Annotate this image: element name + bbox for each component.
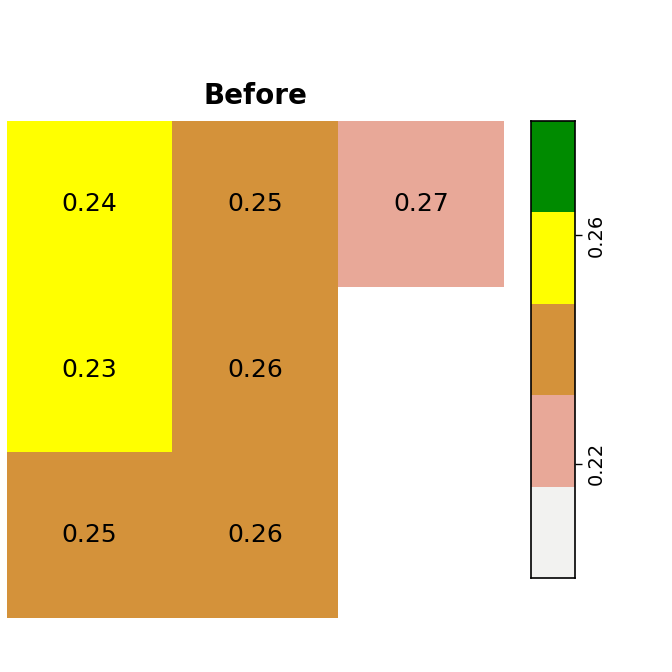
Bar bbox=[7, 121, 173, 287]
Text: 0.24: 0.24 bbox=[62, 192, 118, 216]
Text: 0.25: 0.25 bbox=[62, 523, 118, 548]
Bar bbox=[173, 452, 338, 618]
Bar bbox=[173, 121, 338, 287]
Bar bbox=[531, 212, 575, 304]
Bar bbox=[531, 487, 575, 578]
Bar bbox=[531, 304, 575, 395]
Title: Before: Before bbox=[204, 82, 307, 110]
Bar bbox=[173, 287, 338, 452]
Bar bbox=[531, 121, 575, 212]
Bar bbox=[338, 121, 504, 287]
Text: 0.25: 0.25 bbox=[228, 192, 283, 216]
Text: 0.26: 0.26 bbox=[227, 523, 284, 548]
Text: 0.23: 0.23 bbox=[62, 358, 118, 382]
Text: 0.27: 0.27 bbox=[393, 192, 449, 216]
Bar bbox=[7, 452, 173, 618]
Bar bbox=[7, 287, 173, 452]
Text: 0.26: 0.26 bbox=[227, 358, 284, 382]
Bar bbox=[531, 395, 575, 487]
